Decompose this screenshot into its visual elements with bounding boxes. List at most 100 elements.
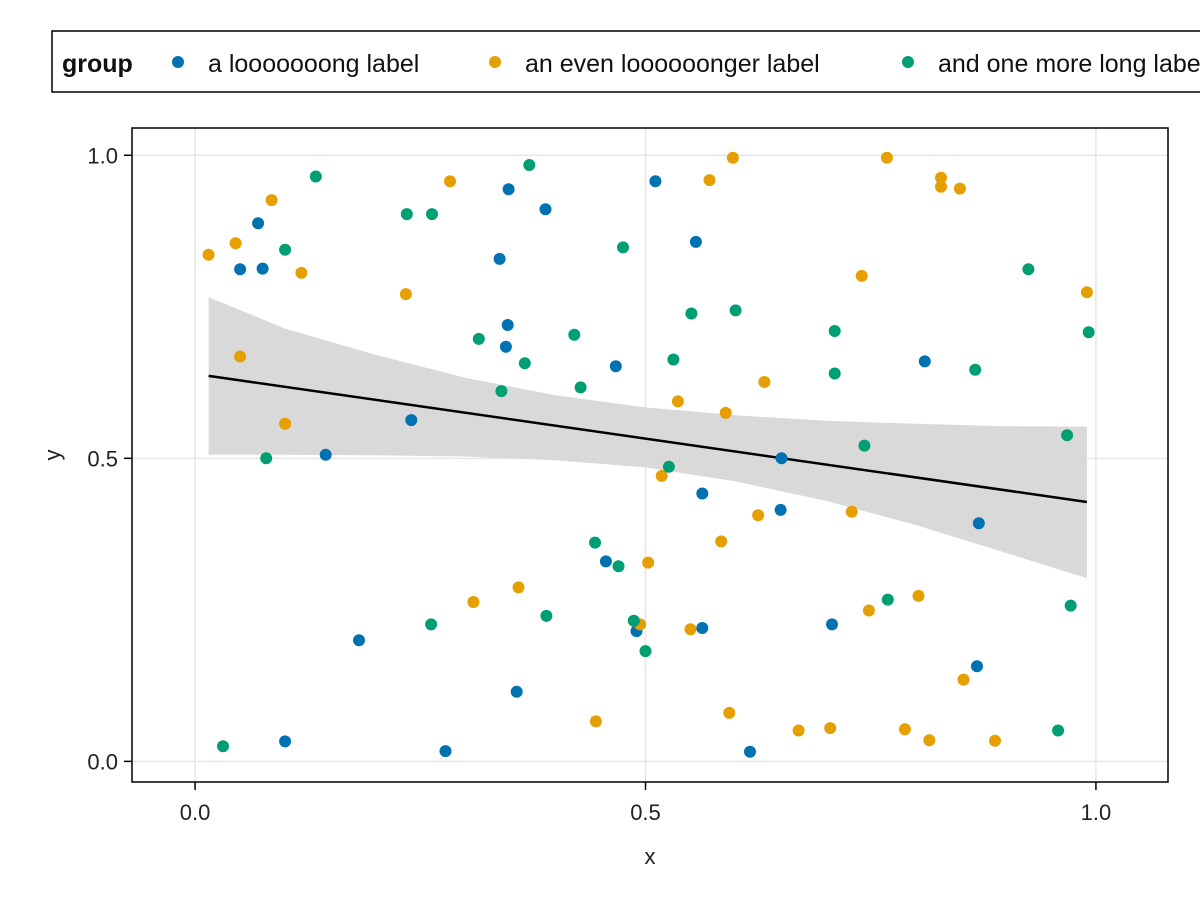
data-point-series-1: [501, 319, 514, 331]
data-point-series-1: [972, 517, 985, 530]
data-point-series-3: [568, 328, 581, 341]
legend-marker: [172, 56, 184, 68]
data-point-series-3: [1061, 429, 1074, 442]
data-point-series-3: [1082, 326, 1095, 339]
data-point-series-2: [923, 734, 936, 747]
data-point-series-3: [828, 325, 841, 337]
data-point-series-3: [685, 307, 698, 320]
data-point-series-1: [696, 622, 709, 634]
legend-marker: [489, 56, 501, 68]
data-point-series-2: [752, 509, 765, 522]
data-point-series-3: [1022, 263, 1035, 276]
data-point-series-2: [1080, 286, 1093, 299]
x-tick-label: 0.5: [630, 800, 661, 825]
data-point-series-1: [599, 555, 612, 568]
data-point-series-1: [826, 618, 838, 631]
data-point-series-2: [655, 469, 668, 482]
data-point-series-2: [957, 673, 970, 686]
plot-area: [131, 127, 1169, 783]
x-axis-label: x: [645, 844, 656, 869]
data-point-series-3: [217, 740, 229, 753]
data-point-series-3: [518, 357, 531, 370]
data-point-series-3: [260, 452, 273, 465]
data-point-series-1: [234, 263, 247, 276]
data-point-series-3: [881, 593, 894, 606]
data-point-series-2: [845, 505, 858, 518]
data-point-series-2: [824, 722, 837, 735]
data-point-series-2: [792, 724, 805, 737]
y-axis-ticks: 0.0 0.5 1.0: [87, 143, 132, 774]
data-point-series-1: [971, 660, 983, 673]
x-axis-ticks: 0.0 0.5 1.0: [180, 782, 1111, 825]
data-point-series-1: [256, 262, 269, 275]
data-point-series-1: [502, 183, 515, 196]
data-point-series-3: [858, 439, 871, 452]
data-point-series-1: [279, 735, 292, 748]
data-point-series-2: [862, 604, 875, 617]
data-point-series-2: [953, 182, 966, 195]
legend-title: group: [62, 50, 133, 78]
data-point-series-1: [689, 235, 702, 248]
data-point-series-3: [662, 460, 675, 473]
data-point-series-2: [684, 623, 697, 636]
legend-label: and one more long label: [938, 50, 1200, 78]
data-point-series-3: [400, 208, 413, 221]
data-point-series-3: [828, 367, 841, 380]
data-point-series-1: [439, 745, 452, 758]
data-point-series-1: [609, 360, 622, 373]
legend-label: a looooooong label: [208, 50, 419, 78]
data-point-series-2: [855, 269, 868, 282]
data-point-series-2: [265, 194, 278, 207]
data-point-series-3: [279, 243, 292, 256]
data-point-series-3: [969, 363, 982, 376]
data-point-series-3: [1052, 724, 1065, 737]
legend-marker: [902, 56, 914, 68]
data-point-series-2: [512, 581, 525, 594]
data-point-series-2: [444, 175, 456, 188]
x-tick-label: 1.0: [1081, 800, 1112, 825]
legend: group a looooooong label an even loooooon…: [51, 30, 1200, 93]
data-point-series-3: [1064, 599, 1077, 612]
data-point-series-2: [935, 180, 947, 193]
x-tick-label: 0.0: [180, 800, 211, 825]
data-point-series-3: [667, 353, 680, 366]
data-point-series-2: [229, 237, 242, 250]
data-point-series-2: [726, 151, 739, 164]
data-points: [202, 151, 1095, 758]
trend-line: [208, 374, 1088, 504]
data-point-series-1: [252, 217, 265, 230]
data-point-series-2: [719, 406, 732, 419]
data-point-series-3: [426, 208, 438, 221]
data-point-series-2: [715, 535, 728, 548]
data-point-series-2: [880, 151, 893, 164]
legend-frame: [51, 30, 1200, 93]
plot-border: [131, 127, 1169, 783]
data-point-series-1: [510, 685, 523, 698]
data-point-series-1: [539, 203, 552, 216]
y-tick-label: 0.5: [87, 446, 118, 471]
data-point-series-1: [499, 340, 512, 353]
data-point-series-3: [612, 560, 625, 573]
data-point-series-2: [723, 706, 736, 719]
data-point-series-3: [617, 241, 629, 254]
data-point-series-1: [493, 252, 506, 265]
data-point-series-2: [935, 171, 947, 184]
data-point-series-2: [202, 248, 215, 261]
data-point-series-1: [918, 355, 931, 368]
legend-entries: a looooooong label an even loooooonger la…: [172, 50, 1200, 78]
data-point-series-2: [589, 715, 602, 728]
data-point-series-2: [234, 350, 247, 363]
data-point-series-2: [758, 376, 771, 388]
data-point-series-2: [912, 589, 925, 602]
data-point-series-3: [495, 385, 508, 398]
data-point-series-2: [989, 734, 1001, 747]
data-point-series-3: [425, 618, 438, 631]
data-point-series-2: [703, 174, 716, 187]
data-point-series-1: [744, 745, 756, 758]
data-point-series-2: [279, 417, 292, 430]
data-point-series-3: [472, 332, 485, 345]
data-point-series-2: [399, 288, 412, 301]
data-point-series-3: [309, 170, 322, 183]
data-point-series-1: [353, 634, 365, 647]
